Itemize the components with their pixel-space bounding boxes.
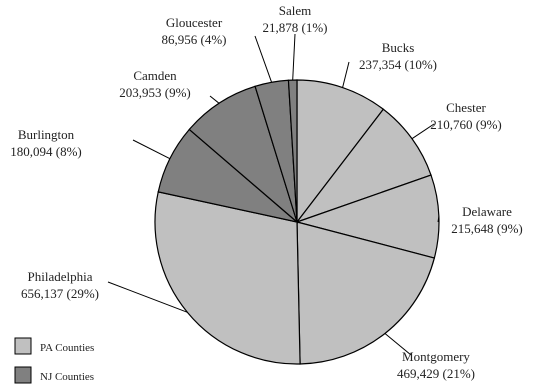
leader-line-montgomery (384, 333, 412, 356)
slice-label-name-chester: Chester (446, 100, 486, 115)
legend-swatch-nj (14, 366, 32, 384)
slice-label-value-delaware: 215,648 (9%) (451, 221, 523, 236)
legend-swatch-pa (14, 337, 32, 355)
slice-label-value-montgomery: 469,429 (21%) (397, 366, 475, 381)
leader-line-gloucester (254, 35, 273, 83)
leader-line-delaware (437, 216, 440, 223)
leader-line-salem (292, 33, 296, 81)
pie-slice-philadelphia (154, 191, 301, 365)
slice-label-value-salem: 21,878 (1%) (263, 20, 328, 35)
slice-label-name-gloucester: Gloucester (166, 15, 223, 30)
legend-label-nj: NJ Counties (40, 371, 94, 383)
slice-label-name-burlington: Burlington (18, 127, 75, 142)
slice-label-value-gloucester: 86,956 (4%) (162, 32, 227, 47)
leader-lines (107, 33, 440, 356)
slice-label-name-delaware: Delaware (462, 204, 512, 219)
leader-line-chester (411, 123, 435, 140)
legend-label-pa: PA Counties (40, 342, 94, 354)
slice-label-name-salem: Salem (279, 3, 312, 18)
pie-slice-bucks (296, 79, 385, 224)
legend: PA Counties NJ Counties (14, 337, 94, 384)
slice-label-name-camden: Camden (133, 68, 177, 83)
slice-label-name-montgomery: Montgomery (402, 349, 470, 364)
slice-label-value-burlington: 180,094 (8%) (10, 144, 82, 159)
pie-slices (154, 79, 440, 365)
leader-line-philadelphia (107, 281, 188, 313)
slice-label-value-bucks: 237,354 (10%) (359, 57, 437, 72)
pie-slice-montgomery (296, 221, 436, 365)
leader-line-bucks (342, 61, 350, 88)
slice-label-value-camden: 203,953 (9%) (119, 85, 191, 100)
pie-slice-camden (188, 85, 299, 224)
slice-label-name-philadelphia: Philadelphia (28, 269, 93, 284)
leader-line-camden (209, 95, 220, 104)
pie-slice-chester (295, 108, 432, 224)
leader-line-burlington (132, 139, 171, 160)
slice-label-value-philadelphia: 656,137 (29%) (21, 286, 99, 301)
slice-labels: Bucks 237,354 (10%) Chester 210,760 (9%) Del… (10, 3, 523, 381)
slice-label-name-bucks: Bucks (382, 40, 415, 55)
slice-label-value-chester: 210,760 (9%) (430, 117, 502, 132)
